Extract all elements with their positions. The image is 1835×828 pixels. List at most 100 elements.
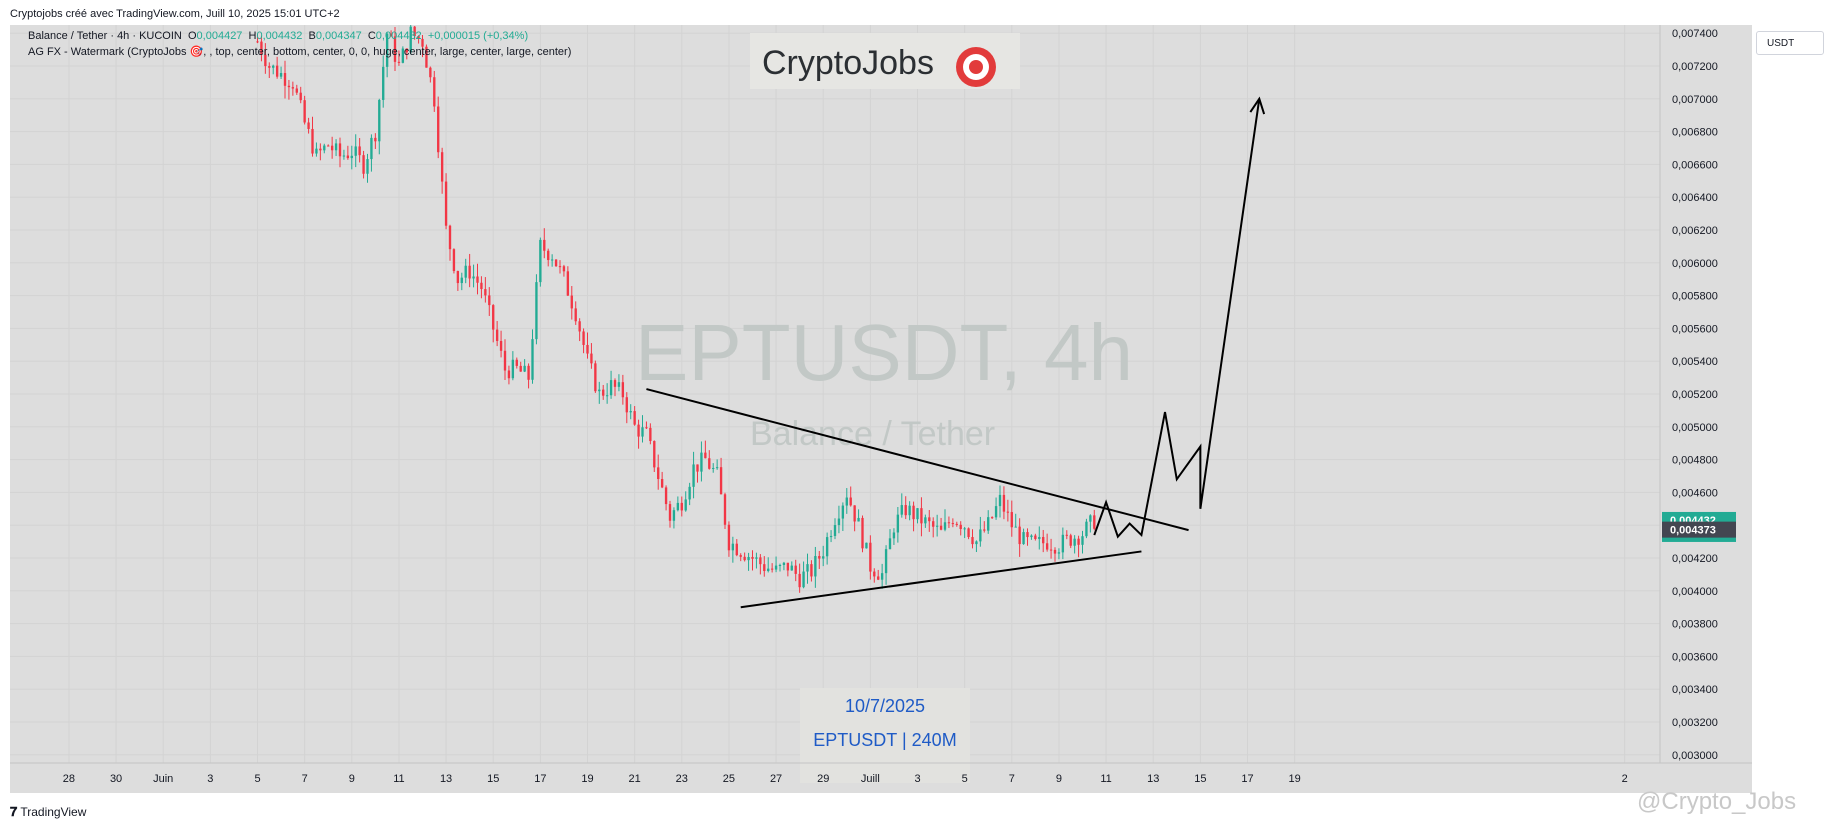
time-tick-label: 23 [676,773,688,785]
candle-body [916,508,919,520]
candle-body [523,365,526,372]
candle-body [405,48,408,53]
candle-body [1081,536,1084,545]
candle-body [700,452,703,472]
candle-body [1010,512,1013,528]
candle-body [979,529,982,542]
tradingview-logo[interactable]: 𝟕 TradingView [10,804,86,820]
candle-body [385,33,389,67]
candle-body [1014,526,1017,528]
candle-body [260,41,263,55]
candle-body [649,427,652,442]
candle-body [880,573,884,580]
candle-body [433,77,436,107]
candle-body [731,543,735,551]
candle-body [633,411,636,425]
candle-body [802,571,805,588]
candle-body [810,564,813,577]
price-tick-label: 0,006400 [1672,192,1718,204]
candle-body [641,427,644,437]
candle-body [507,370,511,379]
candle-body [853,505,856,522]
price-tick-label: 0,005200 [1672,389,1718,401]
time-tick-label: 30 [110,773,122,785]
candle-body [743,556,746,561]
price-chart[interactable]: CryptoJobs EPTUSDT, 4h Balance / Tether 10/… [10,25,1752,793]
candle-body [374,137,377,142]
candle-body [401,48,405,63]
candle-body [511,359,515,379]
candle-body [444,181,448,226]
price-tick-label: 0,007400 [1672,28,1718,40]
candle-body [602,389,605,396]
symbol-legend[interactable]: Balance / Tether · 4h · KUCOIN O0,004427… [28,30,529,42]
candle-body [1038,536,1041,539]
candle-body [664,487,668,505]
candle-body [307,122,310,129]
candle-body [456,271,460,284]
candle-body [598,389,601,392]
price-tick-label: 0,007200 [1672,61,1718,73]
candle-body [1034,535,1037,539]
price-tick-label: 0,003400 [1672,684,1718,696]
indicator-legend[interactable]: AG FX - Watermark (CryptoJobs 🎯, , top, … [28,46,572,58]
candle-body [621,382,625,398]
candle-body [531,339,534,380]
candle-body [959,524,962,530]
candle-body [723,494,727,525]
candle-body [578,321,581,332]
candle-body [759,557,762,565]
time-tick-label: 19 [581,773,593,785]
candle-body [472,276,475,279]
price-tick-label: 0,003000 [1672,750,1718,762]
candle-body [963,528,966,530]
candle-body [421,38,424,47]
candle-body [1073,538,1076,546]
watermark-ticker: EPTUSDT | 240M [813,730,956,750]
candle-body [704,452,707,459]
time-tick-label: 15 [1194,773,1206,785]
candle-body [440,152,444,182]
candle-body [437,106,440,153]
candle-body [338,143,342,157]
candle-body [1061,534,1065,553]
tradingview-label: TradingView [20,805,87,819]
candle-body [1057,552,1061,554]
chart-area[interactable]: CryptoJobs EPTUSDT, 4h Balance / Tether 10/… [10,25,1752,793]
target-icon [956,47,996,87]
candle-body [975,541,978,545]
candle-body [684,499,687,511]
candle-body [806,564,809,572]
candle-body [586,344,589,354]
price-tick-label: 0,004800 [1672,455,1718,467]
candle-body [790,565,793,571]
candle-body [939,525,943,530]
candle-body [932,521,935,527]
time-tick-label: 3 [207,773,213,785]
candle-body [955,523,958,525]
candle-body [873,571,876,577]
candle-body [739,555,742,557]
candle-body [712,467,715,469]
price-tick-label: 0,006200 [1672,225,1718,237]
candle-body [342,155,346,157]
candle-body [397,61,401,63]
price-tick-label: 0,003800 [1672,619,1718,631]
time-tick-label: 17 [534,773,546,785]
candle-body [990,517,994,519]
candle-body [833,525,837,536]
candle-body [841,505,845,519]
candle-body [256,41,259,43]
time-tick-label: 13 [440,773,452,785]
candle-body [354,146,357,156]
candle-body [692,464,695,487]
candle-body [924,517,927,524]
candle-body [719,467,723,495]
time-tick-label: 28 [63,773,75,785]
candle-body [629,411,632,413]
projection-arrowhead [1249,96,1266,115]
candle-body [550,259,554,261]
candle-body [570,295,573,309]
tradingview-icon: 𝟕 [10,804,18,819]
currency-selector[interactable]: USDT [1756,31,1824,55]
